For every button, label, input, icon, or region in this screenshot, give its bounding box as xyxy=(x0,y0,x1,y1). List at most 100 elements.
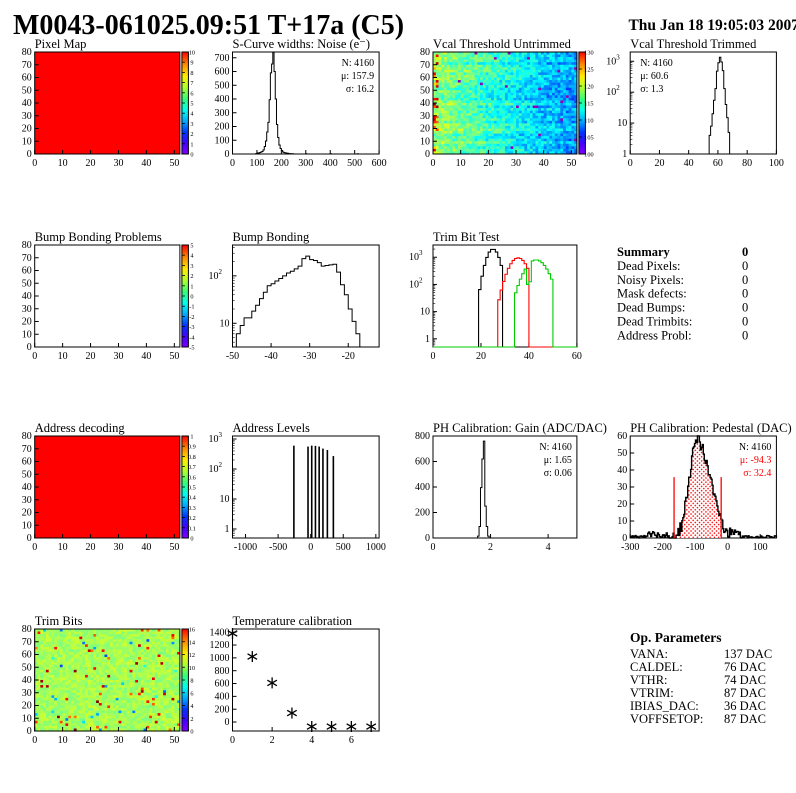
svg-text:200: 200 xyxy=(274,158,289,169)
svg-text:Vcal Threshold Trimmed: Vcal Threshold Trimmed xyxy=(630,37,757,51)
svg-text:0.3: 0.3 xyxy=(188,505,196,512)
svg-text:50: 50 xyxy=(22,469,32,480)
svg-text:14: 14 xyxy=(189,639,196,646)
svg-text:400: 400 xyxy=(215,94,230,105)
svg-text:-200: -200 xyxy=(654,542,672,553)
svg-text:10: 10 xyxy=(420,136,430,147)
svg-text:10: 10 xyxy=(209,434,219,445)
svg-text:300: 300 xyxy=(215,108,230,119)
svg-text:4: 4 xyxy=(546,542,551,553)
svg-text:60: 60 xyxy=(22,266,32,277)
svg-text:0: 0 xyxy=(190,729,193,736)
svg-text:50: 50 xyxy=(22,662,32,673)
svg-text:2: 2 xyxy=(190,716,193,723)
svg-text:70: 70 xyxy=(420,60,430,71)
svg-text:Thu Jan 18 19:05:03 2007: Thu Jan 18 19:05:03 2007 xyxy=(628,17,796,34)
svg-text:500: 500 xyxy=(336,542,351,553)
svg-text:80: 80 xyxy=(742,158,752,169)
svg-text:-50: -50 xyxy=(226,351,239,362)
svg-text:40: 40 xyxy=(420,98,430,109)
svg-text:Dead Trimbits:: Dead Trimbits: xyxy=(617,315,692,329)
svg-text:20: 20 xyxy=(22,701,32,712)
svg-text:0: 0 xyxy=(225,717,230,728)
svg-text:30: 30 xyxy=(22,495,32,506)
svg-text:10: 10 xyxy=(409,252,419,263)
svg-text:10: 10 xyxy=(58,735,68,746)
svg-text:300: 300 xyxy=(298,158,313,169)
svg-text:Temperature calibration: Temperature calibration xyxy=(233,614,353,628)
svg-text:60: 60 xyxy=(617,431,627,442)
svg-text:0.9: 0.9 xyxy=(188,444,196,451)
svg-text:N: 4160: N: 4160 xyxy=(342,58,375,69)
svg-text:60: 60 xyxy=(22,457,32,468)
svg-text:10: 10 xyxy=(606,56,616,67)
svg-text:20: 20 xyxy=(654,158,664,169)
svg-text:50: 50 xyxy=(169,735,179,746)
svg-text:-40: -40 xyxy=(264,351,277,362)
svg-text:10: 10 xyxy=(58,542,68,553)
svg-text:0: 0 xyxy=(27,342,32,353)
svg-text:20: 20 xyxy=(617,499,627,510)
svg-text:1: 1 xyxy=(190,283,193,290)
svg-text:87 DAC: 87 DAC xyxy=(724,686,766,700)
svg-text:200: 200 xyxy=(415,508,430,519)
svg-text:10: 10 xyxy=(58,158,68,169)
svg-text:40: 40 xyxy=(684,158,694,169)
svg-text:70: 70 xyxy=(22,444,32,455)
svg-text:0: 0 xyxy=(32,158,37,169)
svg-text:400: 400 xyxy=(415,482,430,493)
svg-text:4: 4 xyxy=(190,111,194,118)
svg-text:200: 200 xyxy=(215,704,230,715)
svg-text:μ: 60.6: μ: 60.6 xyxy=(640,71,668,82)
svg-text:6: 6 xyxy=(349,735,354,746)
svg-text:50: 50 xyxy=(22,85,32,96)
svg-text:6: 6 xyxy=(190,90,193,97)
svg-text:1200: 1200 xyxy=(210,640,230,651)
svg-text:0: 0 xyxy=(190,536,193,543)
svg-text:0.2: 0.2 xyxy=(188,515,196,522)
svg-text:0: 0 xyxy=(628,158,633,169)
svg-text:115: 115 xyxy=(584,101,593,108)
svg-text:0: 0 xyxy=(230,735,235,746)
svg-text:3: 3 xyxy=(190,121,193,128)
svg-text:0: 0 xyxy=(431,542,436,553)
svg-text:10: 10 xyxy=(409,279,419,290)
svg-text:30: 30 xyxy=(420,111,430,122)
svg-text:110: 110 xyxy=(584,118,593,125)
svg-text:-1: -1 xyxy=(189,304,194,311)
svg-text:80: 80 xyxy=(420,47,430,58)
svg-text:-30: -30 xyxy=(303,351,316,362)
svg-text:10: 10 xyxy=(209,271,219,282)
svg-text:20: 20 xyxy=(476,351,486,362)
svg-text:40: 40 xyxy=(22,675,32,686)
svg-text:1: 1 xyxy=(425,334,430,345)
svg-text:130: 130 xyxy=(584,50,593,57)
svg-text:4: 4 xyxy=(190,703,194,710)
svg-text:0: 0 xyxy=(27,726,32,737)
svg-text:10: 10 xyxy=(22,136,32,147)
svg-text:-4: -4 xyxy=(189,334,195,341)
svg-text:70: 70 xyxy=(22,60,32,71)
svg-text:2: 2 xyxy=(219,268,223,276)
svg-text:10: 10 xyxy=(22,713,32,724)
svg-text:70: 70 xyxy=(22,637,32,648)
svg-text:30: 30 xyxy=(113,351,123,362)
svg-text:0: 0 xyxy=(725,542,730,553)
svg-text:0: 0 xyxy=(27,149,32,160)
svg-text:0: 0 xyxy=(742,328,748,342)
svg-text:80: 80 xyxy=(22,431,32,442)
svg-text:1: 1 xyxy=(622,149,627,160)
svg-text:60: 60 xyxy=(22,650,32,661)
svg-text:S-Curve widths: Noise (e⁻): S-Curve widths: Noise (e⁻) xyxy=(233,37,370,51)
svg-text:0: 0 xyxy=(32,735,37,746)
svg-text:36 DAC: 36 DAC xyxy=(724,699,766,713)
svg-text:10: 10 xyxy=(456,158,466,169)
svg-text:100: 100 xyxy=(584,152,593,159)
svg-text:30: 30 xyxy=(22,111,32,122)
svg-text:6: 6 xyxy=(190,690,193,697)
svg-text:2: 2 xyxy=(190,273,193,280)
svg-text:20: 20 xyxy=(22,317,32,328)
svg-text:σ: 16.2: σ: 16.2 xyxy=(346,84,374,95)
svg-text:0: 0 xyxy=(742,287,748,301)
svg-text:0: 0 xyxy=(431,158,436,169)
